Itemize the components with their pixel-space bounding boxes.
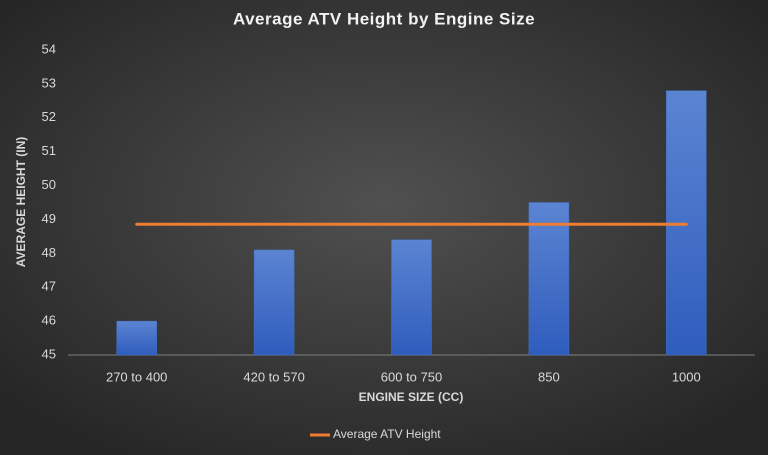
bar — [528, 202, 570, 356]
chart-title: Average ATV Height by Engine Size — [233, 9, 535, 28]
y-tick-label: 54 — [42, 41, 56, 56]
legend-label: Average ATV Height — [333, 427, 441, 441]
y-tick-label: 51 — [42, 143, 56, 158]
y-tick-label: 46 — [42, 313, 56, 328]
y-tick-label: 53 — [42, 75, 56, 90]
x-tick-label: 270 to 400 — [106, 369, 167, 384]
x-tick-label: 1000 — [672, 369, 701, 384]
bar — [253, 249, 295, 356]
bar — [116, 320, 157, 356]
y-tick-label: 45 — [42, 346, 56, 361]
y-tick-label: 50 — [42, 177, 56, 192]
y-tick-label: 52 — [42, 109, 56, 124]
y-tick-label: 49 — [42, 211, 56, 226]
x-tick-label: 600 to 750 — [381, 369, 442, 384]
x-axis-title: ENGINE SIZE (CC) — [359, 390, 464, 404]
x-tick-label: 850 — [538, 369, 560, 384]
y-tick-label: 48 — [42, 245, 56, 260]
bar — [391, 239, 432, 356]
y-tick-label: 47 — [42, 279, 56, 294]
x-tick-label: 420 to 570 — [243, 369, 304, 384]
y-axis-title: AVERAGE HEIGHT (IN) — [14, 137, 28, 267]
